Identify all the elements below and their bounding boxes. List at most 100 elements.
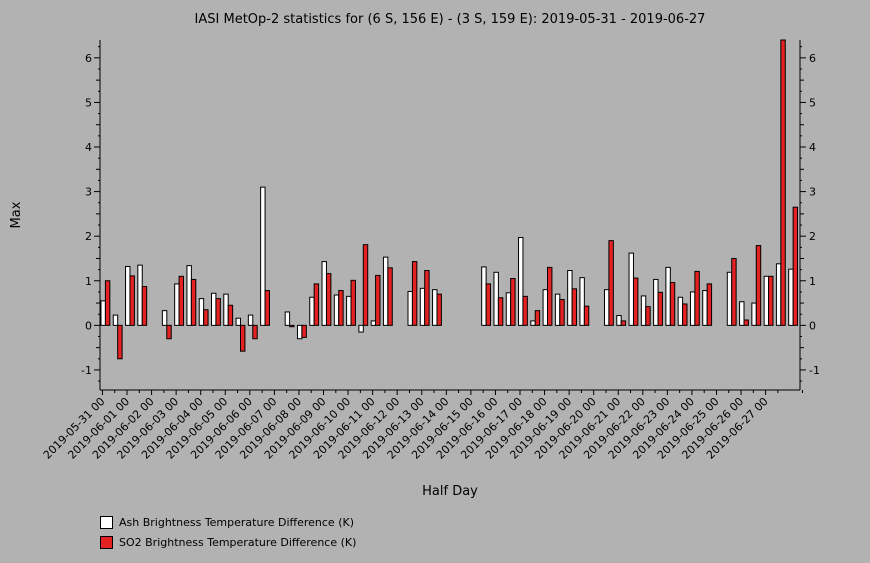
bar-so2 xyxy=(436,293,442,326)
bar-ash xyxy=(198,298,205,326)
bar-so2 xyxy=(657,291,663,326)
bar-so2 xyxy=(203,309,209,326)
bar-ash xyxy=(247,314,254,326)
legend-label-ash: Ash Brightness Temperature Difference (K… xyxy=(119,515,354,529)
bar-ash xyxy=(481,266,487,326)
y-tick-label-left: 3 xyxy=(85,186,92,199)
bar-ash xyxy=(223,293,229,326)
bar-ash xyxy=(284,311,291,326)
bar-so2 xyxy=(694,270,700,326)
bar-so2 xyxy=(424,270,430,326)
bar-ash xyxy=(407,290,413,326)
y-tick-label-left: -1 xyxy=(81,364,92,377)
bar-so2 xyxy=(608,240,614,326)
bar-so2 xyxy=(338,290,344,326)
bar-so2 xyxy=(375,274,381,326)
bar-ash xyxy=(788,268,794,326)
bar-so2 xyxy=(252,324,258,340)
bar-ash xyxy=(174,283,180,326)
bar-ash xyxy=(775,263,782,326)
bar-so2 xyxy=(497,297,504,326)
bar-ash xyxy=(211,292,217,326)
bar-ash xyxy=(112,314,119,326)
bar-ash xyxy=(333,294,340,326)
legend-item-so2: SO2 Brightness Temperature Difference (K… xyxy=(100,532,356,552)
bar-ash xyxy=(419,287,426,326)
bar-ash xyxy=(186,265,192,326)
bar-ash xyxy=(616,315,622,326)
legend-label-so2: SO2 Brightness Temperature Difference (K… xyxy=(119,535,357,549)
bar-ash xyxy=(137,264,143,326)
bar-ash xyxy=(554,293,561,326)
y-tick-label-right: -1 xyxy=(809,364,820,377)
bar-so2 xyxy=(104,280,111,326)
bar-ash xyxy=(689,291,696,326)
bar-so2 xyxy=(645,306,651,326)
bar-so2 xyxy=(387,267,393,326)
bar-ash xyxy=(653,278,659,326)
y-tick-label-right: 3 xyxy=(809,186,816,199)
bar-ash xyxy=(505,292,512,326)
bar-so2 xyxy=(129,275,135,326)
bar-so2 xyxy=(227,304,234,326)
bar-so2 xyxy=(768,275,774,326)
bar-ash xyxy=(702,290,708,326)
bar-ash xyxy=(542,289,549,326)
bar-ash xyxy=(726,271,733,326)
bar-so2 xyxy=(559,298,565,326)
bar-so2 xyxy=(547,266,553,326)
legend-swatch-so2 xyxy=(100,535,113,549)
bar-so2 xyxy=(166,324,172,340)
bar-so2 xyxy=(780,39,786,326)
bar-ash xyxy=(751,302,757,326)
bar-ash xyxy=(665,266,671,326)
bar-ash xyxy=(493,271,499,326)
bar-so2 xyxy=(620,320,627,326)
legend: Ash Brightness Temperature Difference (K… xyxy=(100,512,356,552)
bar-so2 xyxy=(706,283,713,326)
bar-ash xyxy=(628,252,634,326)
bar-so2 xyxy=(583,305,590,326)
y-tick-label-right: 2 xyxy=(809,230,816,243)
bar-ash xyxy=(346,295,352,326)
bar-so2 xyxy=(485,283,492,326)
bar-ash xyxy=(358,324,364,333)
bar-ash xyxy=(640,295,647,326)
bar-so2 xyxy=(289,324,295,328)
bar-so2 xyxy=(178,275,185,326)
y-tick-label-right: 1 xyxy=(809,275,816,288)
chart-title: IASI MetOp-2 statistics for (6 S, 156 E)… xyxy=(195,12,706,27)
bar-ash xyxy=(260,186,266,326)
bar-ash xyxy=(763,275,770,326)
bar-so2 xyxy=(510,278,516,326)
bar-ash xyxy=(321,261,327,326)
bar-ash xyxy=(518,237,524,326)
y-tick-label-left: 6 xyxy=(85,52,92,65)
bar-so2 xyxy=(682,303,688,326)
y-tick-label-right: 0 xyxy=(809,319,816,332)
bar-so2 xyxy=(313,283,320,326)
bar-so2 xyxy=(141,286,148,326)
bar-ash xyxy=(603,289,610,326)
bar-so2 xyxy=(239,324,246,352)
bar-ash xyxy=(161,310,168,326)
y-tick-label-right: 6 xyxy=(809,52,816,65)
y-tick-label-right: 4 xyxy=(809,141,816,154)
bar-ash xyxy=(125,265,131,326)
bar-ash xyxy=(677,296,684,326)
y-tick-label-left: 5 xyxy=(85,96,92,109)
bar-so2 xyxy=(301,324,307,338)
bar-so2 xyxy=(731,257,737,326)
bar-so2 xyxy=(362,244,369,326)
legend-swatch-ash xyxy=(100,515,113,529)
y-tick-label-left: 0 xyxy=(85,319,92,332)
bar-ash xyxy=(370,320,377,326)
bar-ash xyxy=(530,320,536,326)
bar-ash xyxy=(296,324,303,340)
bar-ash xyxy=(235,317,241,326)
bar-ash xyxy=(567,270,573,326)
y-tick-label-left: 4 xyxy=(85,141,92,154)
bar-ash xyxy=(382,256,389,326)
